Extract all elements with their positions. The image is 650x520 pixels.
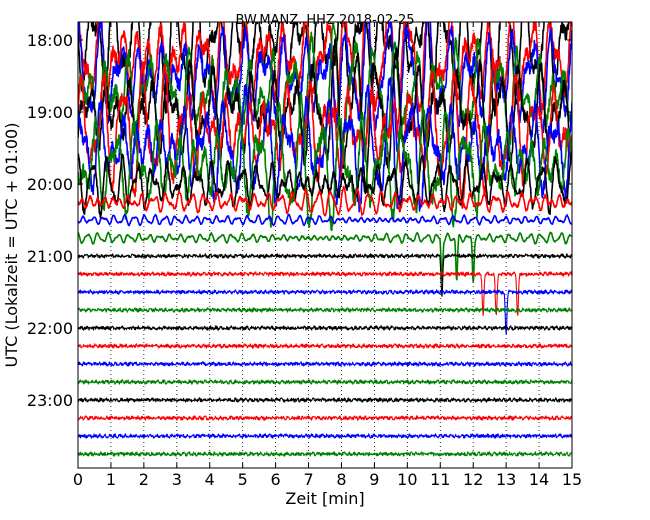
x-tick-label: 11 bbox=[430, 470, 450, 489]
chart-title: BW.MANZ..HHZ 2018-02-25 bbox=[235, 13, 414, 28]
y-tick-label: 18:00 bbox=[27, 31, 73, 50]
x-axis-title: Zeit [min] bbox=[285, 489, 364, 508]
x-tick-label: 1 bbox=[106, 470, 116, 489]
seismic-trace bbox=[78, 361, 572, 367]
y-axis-title: UTC (Lokalzeit = UTC + 01:00) bbox=[2, 123, 21, 368]
x-tick-label: 2 bbox=[139, 470, 149, 489]
x-tick-label: 6 bbox=[271, 470, 281, 489]
seismic-trace bbox=[78, 325, 572, 331]
seismic-trace bbox=[78, 397, 572, 403]
seismic-trace bbox=[78, 92, 572, 232]
seismic-trace bbox=[78, 253, 572, 297]
x-tick-label: 14 bbox=[529, 470, 549, 489]
x-tick-label: 13 bbox=[496, 470, 516, 489]
seismic-trace bbox=[78, 343, 572, 349]
seismic-trace bbox=[78, 77, 572, 213]
y-tick-label: 23:00 bbox=[27, 391, 73, 410]
x-tick-label: 12 bbox=[463, 470, 483, 489]
tick-layer: 0 1 2 3 4 5 6 7 8 9 10 11 12 13 14 1518:0019:0020:0021:… bbox=[27, 22, 582, 489]
y-tick-label: 21:00 bbox=[27, 247, 73, 266]
trace-layer bbox=[78, 22, 572, 457]
y-tick-label: 19:00 bbox=[27, 103, 73, 122]
x-tick-label: 3 bbox=[172, 470, 182, 489]
x-tick-label: 8 bbox=[336, 470, 346, 489]
x-tick-label: 10 bbox=[397, 470, 417, 489]
seismic-trace bbox=[78, 151, 572, 219]
x-tick-label: 4 bbox=[205, 470, 215, 489]
seismic-trace bbox=[78, 22, 572, 136]
seismic-trace bbox=[78, 451, 572, 457]
seismic-trace bbox=[78, 185, 572, 217]
seismic-trace bbox=[78, 289, 572, 335]
x-tick-label: 15 bbox=[562, 470, 582, 489]
plot-frame bbox=[77, 21, 573, 469]
x-tick-label: 0 bbox=[73, 470, 83, 489]
seismic-trace bbox=[78, 213, 572, 227]
x-tick-label: 5 bbox=[238, 470, 248, 489]
y-tick-label: 22:00 bbox=[27, 319, 73, 338]
y-tick-label: 20:00 bbox=[27, 175, 73, 194]
seismic-trace bbox=[78, 379, 572, 385]
seismic-trace bbox=[78, 231, 572, 283]
seismic-trace bbox=[78, 433, 572, 439]
seismic-trace bbox=[78, 22, 572, 153]
x-tick-label: 9 bbox=[369, 470, 379, 489]
x-tick-label: 7 bbox=[303, 470, 313, 489]
seismic-trace bbox=[78, 415, 572, 421]
seismic-trace bbox=[78, 271, 572, 317]
seismic-trace bbox=[78, 307, 572, 313]
